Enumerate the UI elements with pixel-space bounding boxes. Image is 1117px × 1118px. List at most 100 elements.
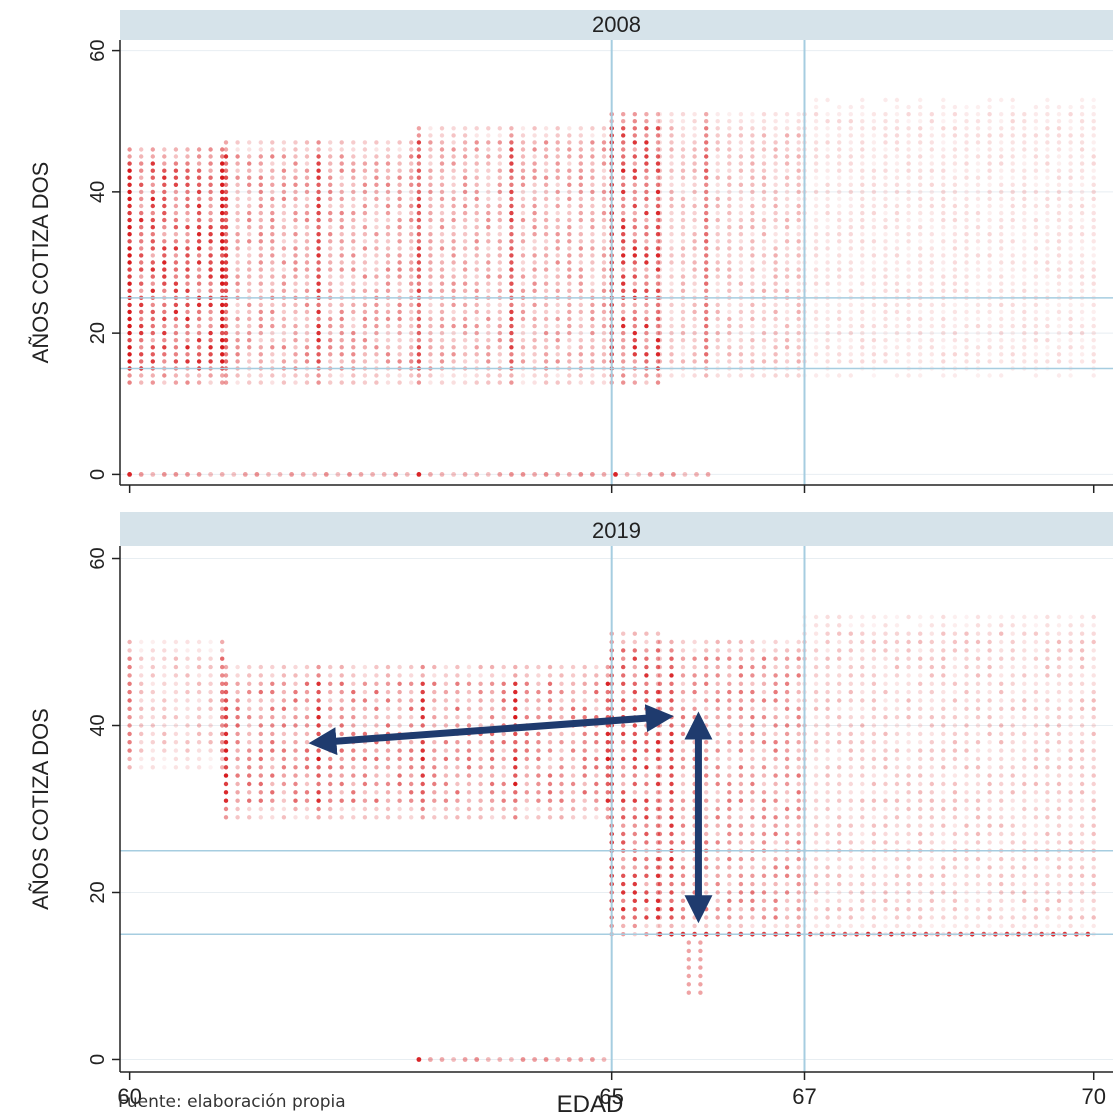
data-point [860, 790, 865, 795]
data-point [409, 673, 414, 678]
data-point [409, 210, 414, 216]
data-point [704, 748, 709, 753]
data-point [582, 781, 587, 787]
data-point [316, 232, 321, 237]
data-point [605, 698, 610, 703]
data-point [761, 309, 767, 315]
data-point [501, 781, 506, 787]
data-point [1033, 281, 1039, 286]
data-point [964, 274, 969, 279]
data-point [918, 203, 923, 209]
data-point [150, 352, 155, 357]
data-point [443, 773, 449, 778]
data-point [621, 203, 626, 209]
data-point [339, 380, 344, 385]
data-point [1056, 104, 1062, 110]
data-point [883, 189, 888, 195]
data-point [536, 806, 541, 812]
data-point [451, 168, 456, 173]
data-point [351, 664, 356, 670]
data-point [848, 288, 853, 293]
data-point [1079, 309, 1085, 315]
data-point [362, 715, 368, 720]
data-point [605, 781, 610, 787]
data-point [621, 330, 626, 336]
data-point [474, 133, 479, 138]
data-point [293, 147, 298, 152]
data-point [918, 330, 923, 336]
data-point [304, 806, 310, 812]
data-point [570, 798, 576, 803]
data-point [513, 698, 518, 703]
data-point [258, 773, 263, 778]
data-point [796, 274, 801, 279]
data-point [497, 274, 502, 279]
data-point [532, 345, 537, 350]
data-point [235, 798, 240, 803]
data-point [621, 865, 626, 870]
data-point [428, 175, 433, 180]
data-point [1091, 210, 1096, 216]
data-point [362, 345, 368, 350]
data-point [715, 881, 720, 887]
data-point [339, 168, 344, 173]
data-point [316, 756, 321, 762]
data-point [532, 161, 537, 166]
data-point [196, 756, 202, 762]
data-point [351, 309, 356, 315]
data-point [918, 373, 923, 378]
data-point [750, 639, 755, 645]
data-point [409, 748, 414, 753]
data-point [837, 168, 842, 173]
data-point [1010, 253, 1015, 258]
data-point [220, 698, 225, 703]
data-point [784, 773, 790, 778]
data-point [796, 790, 801, 795]
data-point [409, 189, 414, 195]
data-point [509, 175, 514, 180]
data-point [351, 765, 356, 770]
data-point [669, 168, 674, 173]
data-point [952, 246, 958, 251]
data-point [621, 689, 626, 695]
data-point [871, 359, 877, 364]
data-point [466, 664, 472, 670]
data-point [416, 189, 422, 195]
data-point [669, 656, 674, 661]
data-point [578, 217, 583, 223]
data-point [385, 664, 391, 670]
data-point [621, 898, 626, 903]
data-point [1010, 281, 1015, 286]
data-point [374, 673, 379, 678]
data-point [235, 756, 240, 762]
data-point [837, 723, 842, 728]
data-point [680, 267, 686, 272]
data-point [416, 147, 422, 152]
data-point [837, 648, 842, 653]
data-point [208, 706, 213, 711]
data-point [680, 133, 686, 138]
data-point [328, 232, 333, 237]
data-point [655, 210, 661, 216]
data-point [837, 274, 842, 279]
data-point [1079, 316, 1085, 322]
data-point [704, 890, 709, 895]
data-point [220, 648, 225, 653]
data-point [578, 154, 583, 159]
data-point [443, 815, 449, 820]
data-point [474, 154, 479, 159]
data-point [173, 765, 179, 770]
data-point [594, 781, 599, 787]
data-point [162, 274, 167, 279]
data-point [351, 316, 356, 322]
data-point [150, 648, 155, 653]
data-point [796, 288, 801, 293]
data-point [918, 175, 923, 180]
data-point [486, 140, 491, 145]
data-point [655, 673, 661, 678]
data-point [761, 302, 767, 308]
data-point [727, 915, 732, 920]
data-point [474, 161, 479, 166]
data-point [680, 765, 686, 770]
data-point [416, 210, 422, 216]
